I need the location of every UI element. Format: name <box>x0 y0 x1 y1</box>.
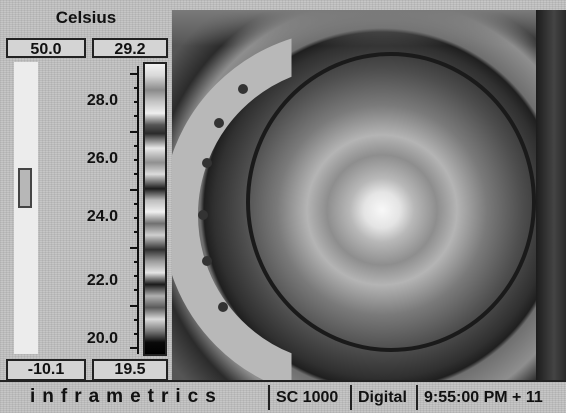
scale-tick-28: 28.0 <box>86 92 118 109</box>
time-field: 9:55:00 PM + 11 <box>416 385 566 410</box>
flange-bolt <box>202 158 212 168</box>
scale-tick-24: 24.0 <box>86 208 118 225</box>
model-field: SC 1000 <box>268 385 350 410</box>
flange-bolt <box>198 210 208 220</box>
flange-bolt <box>218 302 228 312</box>
flange-bolt <box>214 118 224 128</box>
scale-ticks-icon <box>130 66 139 354</box>
temperature-scale <box>126 66 140 354</box>
status-bar: inframetrics SC 1000 Digital 9:55:00 PM … <box>0 380 566 413</box>
level-slider-track[interactable] <box>14 62 38 354</box>
palette-panel: Celsius 50.0 29.2 <box>0 0 172 381</box>
scale-tick-22: 22.0 <box>86 272 118 289</box>
span-min-value[interactable]: -10.1 <box>6 359 86 381</box>
level-min-value[interactable]: 19.5 <box>92 359 168 381</box>
level-slider-thumb[interactable] <box>18 168 32 208</box>
image-top-shade <box>172 10 566 46</box>
chamber-rim <box>246 52 536 352</box>
span-max-value[interactable]: 50.0 <box>6 38 86 58</box>
image-frame-edge <box>536 10 566 380</box>
level-max-value[interactable]: 29.2 <box>92 38 168 58</box>
flange-bolt <box>238 84 248 94</box>
scale-tick-20: 20.0 <box>86 330 118 347</box>
mode-field[interactable]: Digital <box>350 385 416 410</box>
scale-tick-26: 26.0 <box>86 150 118 167</box>
brand-label: inframetrics <box>30 386 223 407</box>
thermal-image <box>172 10 566 380</box>
color-palette-bar <box>143 62 167 356</box>
flange-bolt <box>202 256 212 266</box>
units-label: Celsius <box>55 8 117 27</box>
